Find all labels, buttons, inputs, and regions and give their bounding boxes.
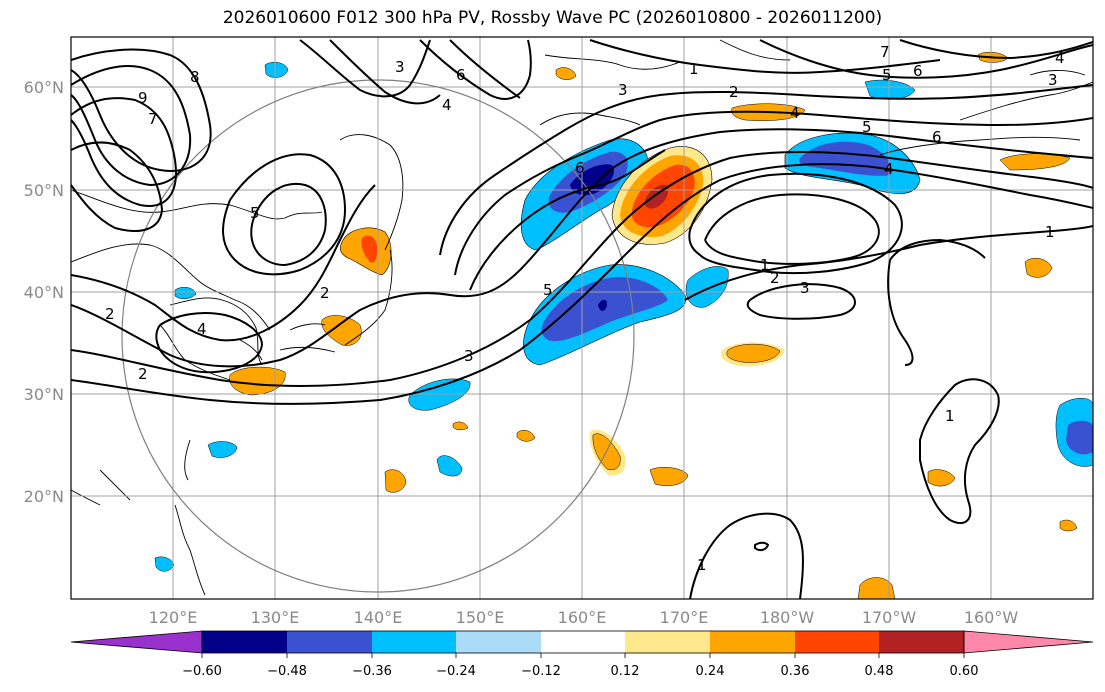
colorbar-bin (287, 631, 372, 653)
pv-contours (71, 39, 1093, 599)
contour-label: 6 (575, 159, 585, 177)
contour-label: 7 (880, 43, 890, 61)
contour-label: 4 (884, 160, 894, 178)
colorbar-bin (202, 631, 287, 653)
colorbar-bin (879, 631, 964, 653)
contour-label: 5 (862, 118, 872, 136)
contour-label: 3 (800, 279, 810, 297)
contour-label: 3 (1048, 71, 1058, 89)
contour-label: 1 (945, 407, 955, 425)
colorbar-bin (795, 631, 879, 653)
contour-label: 1 (697, 556, 707, 574)
region-circle (121, 79, 635, 593)
x-tick-label: 120°E (149, 608, 198, 627)
contour-label: 3 (395, 58, 405, 76)
contour-label: 1 (689, 60, 699, 78)
colorbar-label: 0.60 (950, 664, 979, 679)
colorbar-bin (710, 631, 795, 653)
contour-labels: 8 9 7 3 6 4 5 2 4 2 2 3 5 6 1 2 3 4 5 6 … (105, 43, 1065, 574)
y-tick-label: 40°N (24, 283, 64, 302)
contour-label: 2 (320, 284, 330, 302)
contour-label: 3 (464, 347, 474, 365)
contour-label: 6 (913, 62, 923, 80)
contour-label: 2 (770, 269, 780, 287)
y-axis-labels: 60°N 50°N 40°N 30°N 20°N (24, 78, 64, 506)
contour-label: 6 (456, 66, 466, 84)
map-content: 8 9 7 3 6 4 5 2 4 2 2 3 5 6 1 2 3 4 5 6 … (71, 37, 1093, 599)
x-tick-label: 170°E (660, 608, 709, 627)
x-tick-label: 140°E (354, 608, 403, 627)
contour-label: 2 (729, 83, 739, 101)
colorbar-label: −0.24 (436, 664, 476, 679)
colorbar-label: −0.12 (521, 664, 561, 679)
colorbar-label: −0.60 (182, 664, 222, 679)
colorbar-label: 0.24 (696, 664, 725, 679)
contour-label: 4 (790, 104, 800, 122)
x-tick-label: 150°E (456, 608, 505, 627)
y-tick-label: 60°N (24, 78, 64, 97)
colorbar-outline (201, 630, 965, 654)
contour-label: 2 (138, 365, 148, 383)
contour-label: 9 (138, 89, 148, 107)
colorbar-label: 0.12 (611, 664, 640, 679)
contour-label: 3 (618, 81, 628, 99)
y-tick-label: 50°N (24, 181, 64, 200)
x-tick-label: 160°E (558, 608, 607, 627)
colorbar-label: 0.36 (781, 664, 810, 679)
contour-label: 5 (250, 204, 260, 222)
contour-label: 4 (442, 96, 452, 114)
colorbar-label: −0.48 (267, 664, 307, 679)
colorbar-bin (372, 631, 456, 653)
colorbar-label: −0.36 (352, 664, 392, 679)
colorbar-label: 0.48 (865, 664, 894, 679)
y-tick-label: 20°N (24, 487, 64, 506)
contour-label: 1 (1045, 223, 1055, 241)
x-tick-label: 130°E (251, 608, 300, 627)
contour-label: 5 (882, 66, 892, 84)
colorbar-over-extension (963, 630, 1094, 654)
x-axis-labels: 120°E 130°E 140°E 150°E 160°E 170°E 180°… (149, 608, 1019, 627)
colorbar-bin (541, 631, 625, 653)
colorbar-bin (456, 631, 541, 653)
contour-label: 5 (543, 281, 553, 299)
graticule (71, 37, 1093, 599)
y-tick-label: 30°N (24, 385, 64, 404)
contour-label: 7 (148, 110, 158, 128)
contour-label: 6 (932, 128, 942, 146)
map-frame (70, 36, 1094, 600)
colorbar-bin (625, 631, 710, 653)
colorbar: −0.60 −0.48 −0.36 −0.24 −0.12 0.12 0.24 … (70, 630, 1094, 679)
x-tick-label: 180°W (760, 608, 815, 627)
contour-label: 1 (760, 256, 770, 274)
x-tick-label: 170°W (862, 608, 917, 627)
colorbar-under-extension (70, 630, 203, 654)
contour-label: 4 (1055, 49, 1065, 67)
contour-label: 8 (190, 68, 200, 86)
contour-label: 2 (105, 305, 115, 323)
map-title: 2026010600 F012 300 hPa PV, Rossby Wave … (222, 8, 883, 28)
x-tick-label: 160°W (964, 608, 1019, 627)
contour-label: 4 (197, 320, 207, 338)
